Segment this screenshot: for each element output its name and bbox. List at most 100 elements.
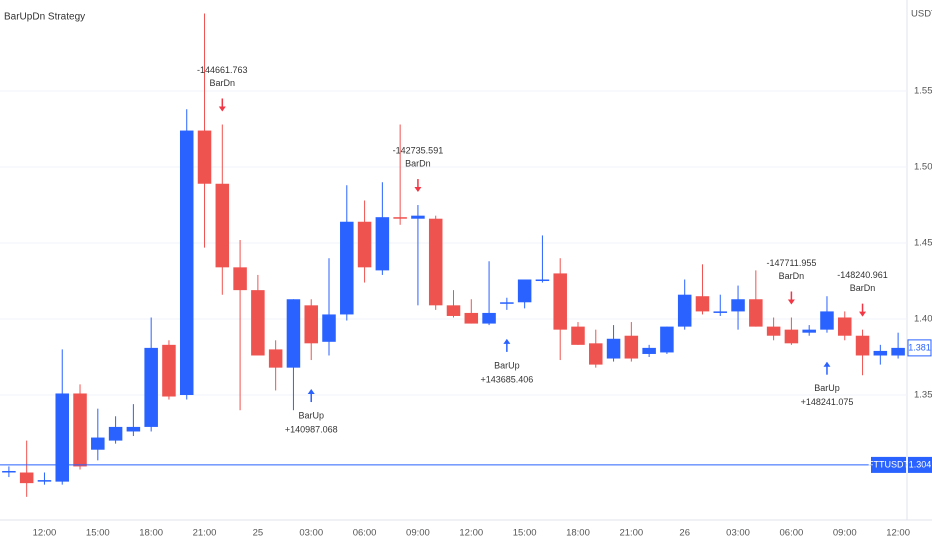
candle-body — [891, 347, 905, 356]
signal-name: BarUp — [298, 410, 324, 420]
x-tick-label: 03:00 — [726, 528, 750, 539]
x-tick-label: 12:00 — [459, 528, 483, 539]
symbol-tag — [871, 456, 906, 473]
x-tick-label: 15:00 — [513, 528, 537, 539]
candle-body — [428, 218, 443, 306]
candle-body — [855, 335, 870, 356]
candle-body — [144, 347, 158, 427]
price-label: 1.304 — [909, 459, 932, 469]
x-tick-label: 06:00 — [780, 528, 804, 539]
signal-value: +140987.068 — [285, 424, 338, 434]
candle-body — [215, 183, 230, 268]
candle-body — [820, 311, 834, 330]
candle-body — [37, 480, 52, 482]
y-tick-label: 1.500 — [914, 162, 932, 173]
signal-name: BarUp — [814, 383, 840, 393]
candle-body — [340, 221, 354, 315]
candle-body — [2, 470, 16, 473]
candle-body — [464, 312, 479, 324]
y-tick-label: 1.450 — [914, 238, 932, 249]
candle-body — [179, 130, 194, 395]
candle-body — [677, 294, 692, 327]
candle-body — [19, 472, 34, 484]
candle-body — [731, 299, 745, 312]
candle-body — [766, 326, 781, 336]
candle-body — [553, 273, 567, 330]
x-tick-label: 12:00 — [886, 528, 910, 539]
signal-value: -142735.591 — [393, 145, 444, 155]
signal-arrow-head — [307, 389, 315, 395]
candle-body — [642, 347, 656, 354]
signal-arrow-head — [503, 338, 511, 344]
candle-body — [535, 279, 550, 282]
candle-body — [251, 290, 265, 356]
candle-body — [197, 130, 212, 184]
candle-body — [393, 217, 407, 219]
candle-body — [304, 305, 318, 344]
x-tick-label: 09:00 — [833, 528, 857, 539]
price-tag — [908, 456, 932, 473]
x-tick-label: 06:00 — [353, 528, 377, 539]
candle-body — [233, 267, 247, 291]
x-tick-label: 18:00 — [139, 528, 163, 539]
signal-value: +148241.075 — [801, 397, 854, 407]
candle-body — [55, 393, 70, 482]
signal-value: -144661.763 — [197, 65, 248, 75]
candle-body — [571, 326, 585, 345]
signal-name: BarDn — [779, 271, 805, 281]
signal-arrow-head — [859, 311, 867, 317]
candle-body — [589, 343, 603, 365]
x-tick-label: 26 — [679, 528, 690, 539]
symbol-label: FTTUSDT — [868, 459, 909, 469]
last-price-tag — [907, 339, 932, 357]
candle-body — [411, 215, 425, 219]
signal-name: BarDn — [405, 158, 431, 168]
candle-body — [500, 302, 514, 304]
last-price-label: 1.381 — [908, 342, 931, 352]
signal-arrow-head — [787, 299, 795, 305]
signal-value: -148240.961 — [837, 270, 888, 280]
candle-body — [624, 335, 639, 359]
candle-body — [126, 426, 141, 432]
candle-body — [375, 217, 390, 271]
candle-body — [873, 350, 888, 356]
y-tick-label: 1.400 — [914, 314, 932, 325]
candle-body — [695, 296, 710, 312]
candle-body — [446, 305, 461, 316]
signal-name: BarDn — [210, 78, 236, 88]
x-tick-label: 09:00 — [406, 528, 430, 539]
x-tick-label: 25 — [253, 528, 264, 539]
signal-name: BarUp — [494, 360, 520, 370]
signal-arrow-head — [823, 361, 831, 367]
candle-body — [802, 329, 816, 333]
candle-body — [268, 349, 283, 368]
candle-body — [91, 437, 105, 450]
x-tick-label: 21:00 — [619, 528, 643, 539]
y-tick-label: 1.350 — [914, 390, 932, 401]
candle-body — [660, 326, 674, 353]
candle-body — [517, 279, 532, 303]
x-tick-label: 15:00 — [86, 528, 110, 539]
y-tick-label: 1.550 — [914, 86, 932, 97]
candle-body — [749, 299, 763, 327]
candle-body — [73, 393, 87, 467]
candle-body — [784, 329, 799, 344]
candle-body — [357, 221, 372, 268]
chart-title: BarUpDn Strategy — [4, 12, 85, 23]
candle-body — [108, 426, 123, 441]
candle-body — [837, 317, 852, 336]
candle-body — [286, 299, 301, 368]
signal-arrow-head — [218, 106, 226, 112]
x-tick-label: 12:00 — [33, 528, 57, 539]
candle-body — [162, 344, 176, 397]
signal-value: +143685.406 — [480, 374, 533, 384]
candle-body — [606, 338, 621, 359]
candle-body — [322, 314, 336, 342]
signal-value: -147711.955 — [766, 258, 816, 268]
currency-label: USDT — [911, 9, 932, 20]
x-tick-label: 21:00 — [193, 528, 217, 539]
candle-body — [482, 312, 496, 324]
candle-body — [713, 311, 728, 313]
